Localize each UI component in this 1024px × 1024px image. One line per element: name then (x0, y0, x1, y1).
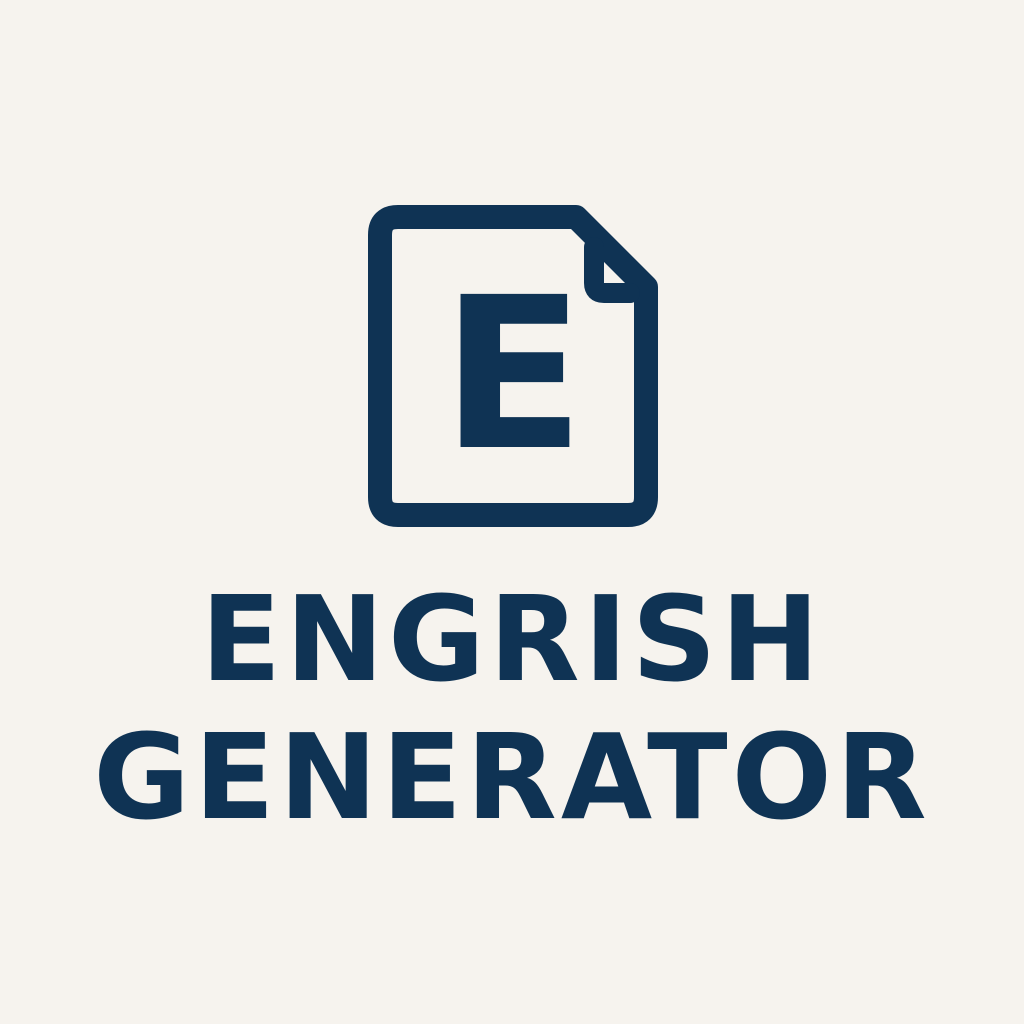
document-letter: E (441, 252, 585, 497)
document-outline-icon (368, 205, 658, 527)
logo-title-line-2: GENERATOR (93, 708, 931, 846)
logo-title-line-1: ENGRISH (200, 570, 824, 708)
document-e-icon: E (368, 205, 658, 527)
